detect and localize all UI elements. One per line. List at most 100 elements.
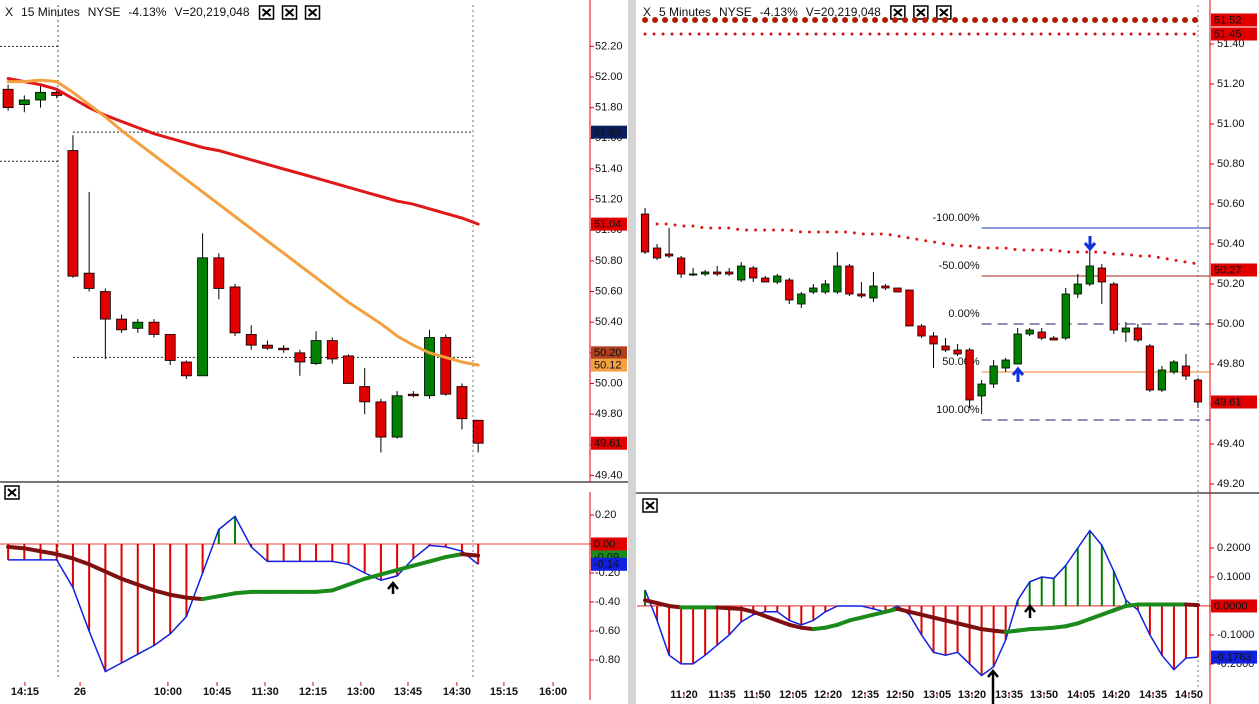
- close-button[interactable]: [281, 5, 298, 20]
- candle-body: [761, 277, 770, 283]
- candle-body: [1085, 265, 1094, 285]
- signal-segment: [1027, 626, 1044, 632]
- signal-segment: [38, 549, 59, 557]
- y-tick-label: 50.60: [1217, 198, 1245, 210]
- close-button[interactable]: [4, 485, 20, 500]
- close-cross: [939, 8, 949, 17]
- signal-segment: [1111, 603, 1128, 613]
- y-tick-label: 50.80: [595, 255, 623, 267]
- signal-segment: [22, 546, 43, 554]
- signal-segment: [775, 618, 792, 627]
- moving-average: [655, 222, 1200, 266]
- price-tag-label: 51.04: [594, 219, 622, 231]
- price-tag: [1211, 650, 1257, 664]
- price-tag-label: 51.45: [1214, 28, 1242, 40]
- close-button[interactable]: [642, 498, 658, 513]
- y-tick-label: -0.60: [595, 625, 620, 637]
- candle-body: [424, 337, 435, 397]
- y-tick-label: 52.20: [595, 40, 623, 52]
- candle-body: [343, 355, 354, 384]
- candle-body: [689, 273, 698, 276]
- close-cross: [916, 8, 926, 17]
- signal-segment: [727, 606, 744, 611]
- signal-segment: [871, 609, 888, 617]
- candle-body: [917, 325, 926, 337]
- y-tick-label: 0.2000: [1217, 542, 1251, 554]
- x-tick-label: 11:20: [670, 689, 698, 701]
- y-tick-label: 50.00: [1217, 318, 1245, 330]
- y-tick-label: 50.60: [595, 285, 623, 297]
- panel-divider: [628, 0, 636, 704]
- price-tag: [591, 346, 627, 360]
- x-tick-label: 11:50: [743, 689, 771, 701]
- signal-segment: [847, 615, 864, 623]
- fib-label: -100.00%: [933, 212, 980, 224]
- candle-body: [869, 285, 878, 299]
- candle-body: [797, 293, 806, 305]
- candle-body: [1097, 267, 1106, 283]
- signal-segment: [443, 552, 464, 560]
- x-tick-label: 11:35: [708, 689, 736, 701]
- candle-body: [359, 386, 371, 403]
- x-tick-label: 12:15: [299, 686, 327, 698]
- histogram-line: [644, 529, 1199, 677]
- candle-body: [1181, 365, 1191, 377]
- header-volume: V=20,219,048: [806, 5, 881, 19]
- signal-segment: [1075, 617, 1092, 626]
- signal-segment: [919, 612, 936, 620]
- y-tick-label: 49.80: [595, 408, 623, 420]
- close-button[interactable]: [936, 5, 952, 20]
- signal-segment: [799, 625, 816, 632]
- moving-average: [6, 78, 480, 367]
- signal-segment: [859, 612, 876, 620]
- x-tick-label: 12:05: [779, 689, 807, 701]
- signal-segment: [395, 563, 416, 573]
- signal-segment: [991, 628, 1008, 635]
- candle-body: [881, 285, 890, 289]
- x-tick-label: 14:05: [1067, 689, 1095, 701]
- candle-body: [148, 321, 160, 335]
- x-tick-label: 14:15: [11, 686, 39, 698]
- close-button[interactable]: [913, 5, 929, 20]
- signal-segment: [823, 622, 840, 630]
- x-tick-label: 15:15: [490, 686, 518, 698]
- signal-segment: [427, 555, 448, 564]
- signal-segment: [655, 601, 672, 608]
- signal-segment: [1003, 628, 1020, 635]
- signal-segment: [1051, 624, 1068, 630]
- signal-segment: [70, 556, 92, 567]
- candle-body: [893, 287, 902, 293]
- candle-body: [1157, 369, 1167, 391]
- candle-body: [737, 265, 746, 281]
- candle-body: [845, 265, 854, 295]
- price-tag-label: -0.1763: [1214, 651, 1251, 663]
- price-tag-label: 49.61: [594, 438, 622, 450]
- candle-body: [213, 257, 225, 289]
- price-tag: [1211, 27, 1257, 41]
- candle-body: [116, 318, 127, 331]
- close-button[interactable]: [258, 5, 275, 20]
- price-tag: [591, 217, 627, 231]
- signal-segment: [184, 595, 205, 602]
- histogram-line: [8, 515, 479, 673]
- price-tag-label: 0.00: [594, 538, 615, 550]
- y-tick-label: 0.1000: [1217, 571, 1251, 583]
- x-tick-label: 16:00: [539, 686, 567, 698]
- x-tick-label: 14:20: [1102, 689, 1130, 701]
- candle-body: [310, 340, 322, 364]
- price-tag: [591, 358, 627, 372]
- close-button[interactable]: [304, 5, 321, 20]
- candle-body: [440, 337, 452, 395]
- candle-body: [640, 213, 650, 253]
- candle-body: [1193, 379, 1203, 403]
- close-button[interactable]: [890, 5, 906, 20]
- candle-body: [262, 344, 273, 349]
- x-tick-label: 13:20: [958, 689, 986, 701]
- header-change: -4.13%: [128, 5, 166, 19]
- signal-segment: [233, 589, 254, 596]
- header-symbol: X: [643, 5, 651, 19]
- signal-segment: [1039, 625, 1056, 631]
- close-cross: [307, 8, 318, 17]
- close-icons: [4, 485, 658, 513]
